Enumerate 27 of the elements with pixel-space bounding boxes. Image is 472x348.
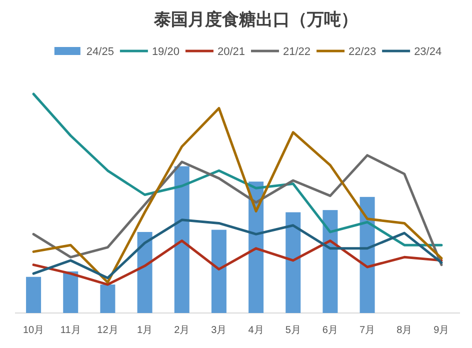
chart-title: 泰国月度食糖出口（万吨） xyxy=(153,10,358,29)
bar xyxy=(63,271,78,313)
x-tick-label: 11月 xyxy=(60,325,81,336)
x-tick-label: 12月 xyxy=(97,325,118,336)
x-tick-label: 10月 xyxy=(22,325,44,336)
x-tick-label: 2月 xyxy=(174,325,190,336)
legend-label: 21/22 xyxy=(283,46,311,58)
bar xyxy=(322,210,338,313)
legend-label: 23/24 xyxy=(414,46,442,58)
x-tick-label: 4月 xyxy=(248,325,264,336)
x-tick-label: 6月 xyxy=(322,325,338,336)
x-tick-label: 9月 xyxy=(434,325,450,336)
x-tick-label: 5月 xyxy=(285,325,301,336)
bar xyxy=(286,212,301,313)
bar xyxy=(211,230,226,313)
x-tick-label: 3月 xyxy=(211,325,227,336)
bar xyxy=(137,232,152,313)
x-tick-label: 1月 xyxy=(137,325,153,336)
bar xyxy=(174,166,190,313)
legend-label: 24/25 xyxy=(86,46,114,58)
legend-label: 19/20 xyxy=(152,46,180,58)
x-tick-label: 8月 xyxy=(396,325,412,336)
legend-label: 20/21 xyxy=(217,46,245,58)
bar xyxy=(26,276,42,313)
bar xyxy=(100,284,116,313)
legend-label: 22/23 xyxy=(348,46,376,58)
x-tick-label: 7月 xyxy=(360,325,376,336)
